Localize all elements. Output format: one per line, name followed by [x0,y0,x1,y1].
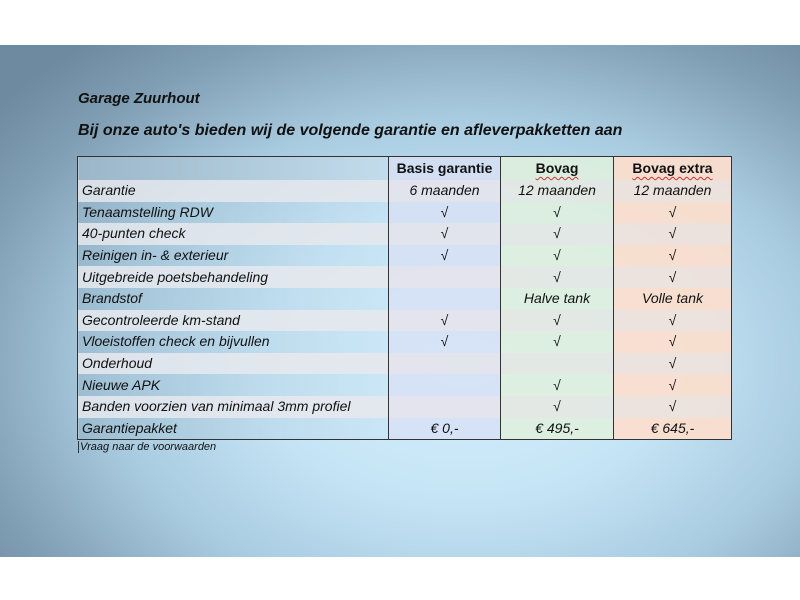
row-label: Gecontroleerde km-stand [77,309,389,332]
basis-cell: √ [388,331,501,353]
bovag-extra-cell: √ [613,395,732,418]
table-row: Brandstof Halve tank Volle tank [77,287,732,310]
bovag-extra-cell: √ [613,374,732,396]
header-empty [77,156,389,180]
basis-cell [388,395,501,418]
bovag-cell: √ [500,309,614,332]
header-basis: Basis garantie [388,156,501,180]
row-label: Garantie [77,180,389,202]
bovag-extra-cell: € 645,- [613,417,732,440]
bovag-cell: 12 maanden [500,180,614,202]
bovag-cell: √ [500,201,614,224]
row-label: Garantiepakket [77,417,389,440]
table-row: Gecontroleerde km-stand √ √ √ [77,309,732,332]
basis-cell [388,287,501,310]
header-bovag: Bovag [500,156,614,180]
row-label: Reinigen in- & exterieur [77,244,389,267]
page-title: Garage Zuurhout [78,90,200,107]
header-bovag-extra-label: Bovag extra [632,160,713,176]
row-label: Uitgebreide poetsbehandeling [77,266,389,288]
table-header-row: Basis garantie Bovag Bovag extra [77,156,732,180]
basis-cell [388,266,501,288]
bovag-cell: √ [500,223,614,245]
row-label: Nieuwe APK [77,374,389,396]
table-row: Vloeistoffen check en bijvullen √ √ √ [77,331,732,353]
table-row: 40-punten check √ √ √ [77,223,732,245]
basis-cell [388,374,501,396]
bovag-cell: √ [500,331,614,353]
page-subtitle: Bij onze auto's bieden wij de volgende g… [78,122,623,139]
bovag-cell [500,352,614,375]
table-row: Reinigen in- & exterieur √ √ √ [77,244,732,267]
row-label: Onderhoud [77,352,389,375]
bovag-extra-cell: √ [613,352,732,375]
basis-cell: √ [388,201,501,224]
row-label: 40-punten check [77,223,389,245]
bovag-extra-cell: 12 maanden [613,180,732,202]
table-row: Onderhoud √ [77,352,732,375]
bovag-extra-cell: √ [613,244,732,267]
bovag-cell: √ [500,374,614,396]
bovag-cell: √ [500,266,614,288]
bovag-cell: € 495,- [500,417,614,440]
bovag-extra-cell: √ [613,331,732,353]
table-row: Garantie 6 maanden 12 maanden 12 maanden [77,180,732,202]
table-row: Uitgebreide poetsbehandeling √ √ [77,266,732,288]
bovag-extra-cell: Volle tank [613,287,732,310]
basis-cell: √ [388,244,501,267]
row-label: Vloeistoffen check en bijvullen [77,331,389,353]
table-row: Nieuwe APK √ √ [77,374,732,396]
bovag-extra-cell: √ [613,223,732,245]
basis-cell: √ [388,309,501,332]
header-bovag-extra: Bovag extra [613,156,732,180]
header-bovag-label: Bovag [535,160,579,176]
package-table: Basis garantie Bovag Bovag extra Garanti… [77,156,732,441]
bovag-cell: √ [500,395,614,418]
bovag-extra-cell: √ [613,201,732,224]
table-row: Tenaamstelling RDW √ √ √ [77,201,732,224]
bovag-extra-cell: √ [613,309,732,332]
basis-cell: √ [388,223,501,245]
basis-cell [388,352,501,375]
bovag-cell: Halve tank [500,287,614,310]
table-row: Banden voorzien van minimaal 3mm profiel… [77,395,732,418]
row-label: Banden voorzien van minimaal 3mm profiel [77,395,389,418]
basis-cell: 6 maanden [388,180,501,202]
bovag-extra-cell: √ [613,266,732,288]
row-label: Tenaamstelling RDW [77,201,389,224]
row-label: Brandstof [77,287,389,310]
table-row: Garantiepakket € 0,- € 495,- € 645,- [77,417,732,440]
basis-cell: € 0,- [388,417,501,440]
bovag-cell: √ [500,244,614,267]
footnote: Vraag naar de voorwaarden [78,441,217,453]
